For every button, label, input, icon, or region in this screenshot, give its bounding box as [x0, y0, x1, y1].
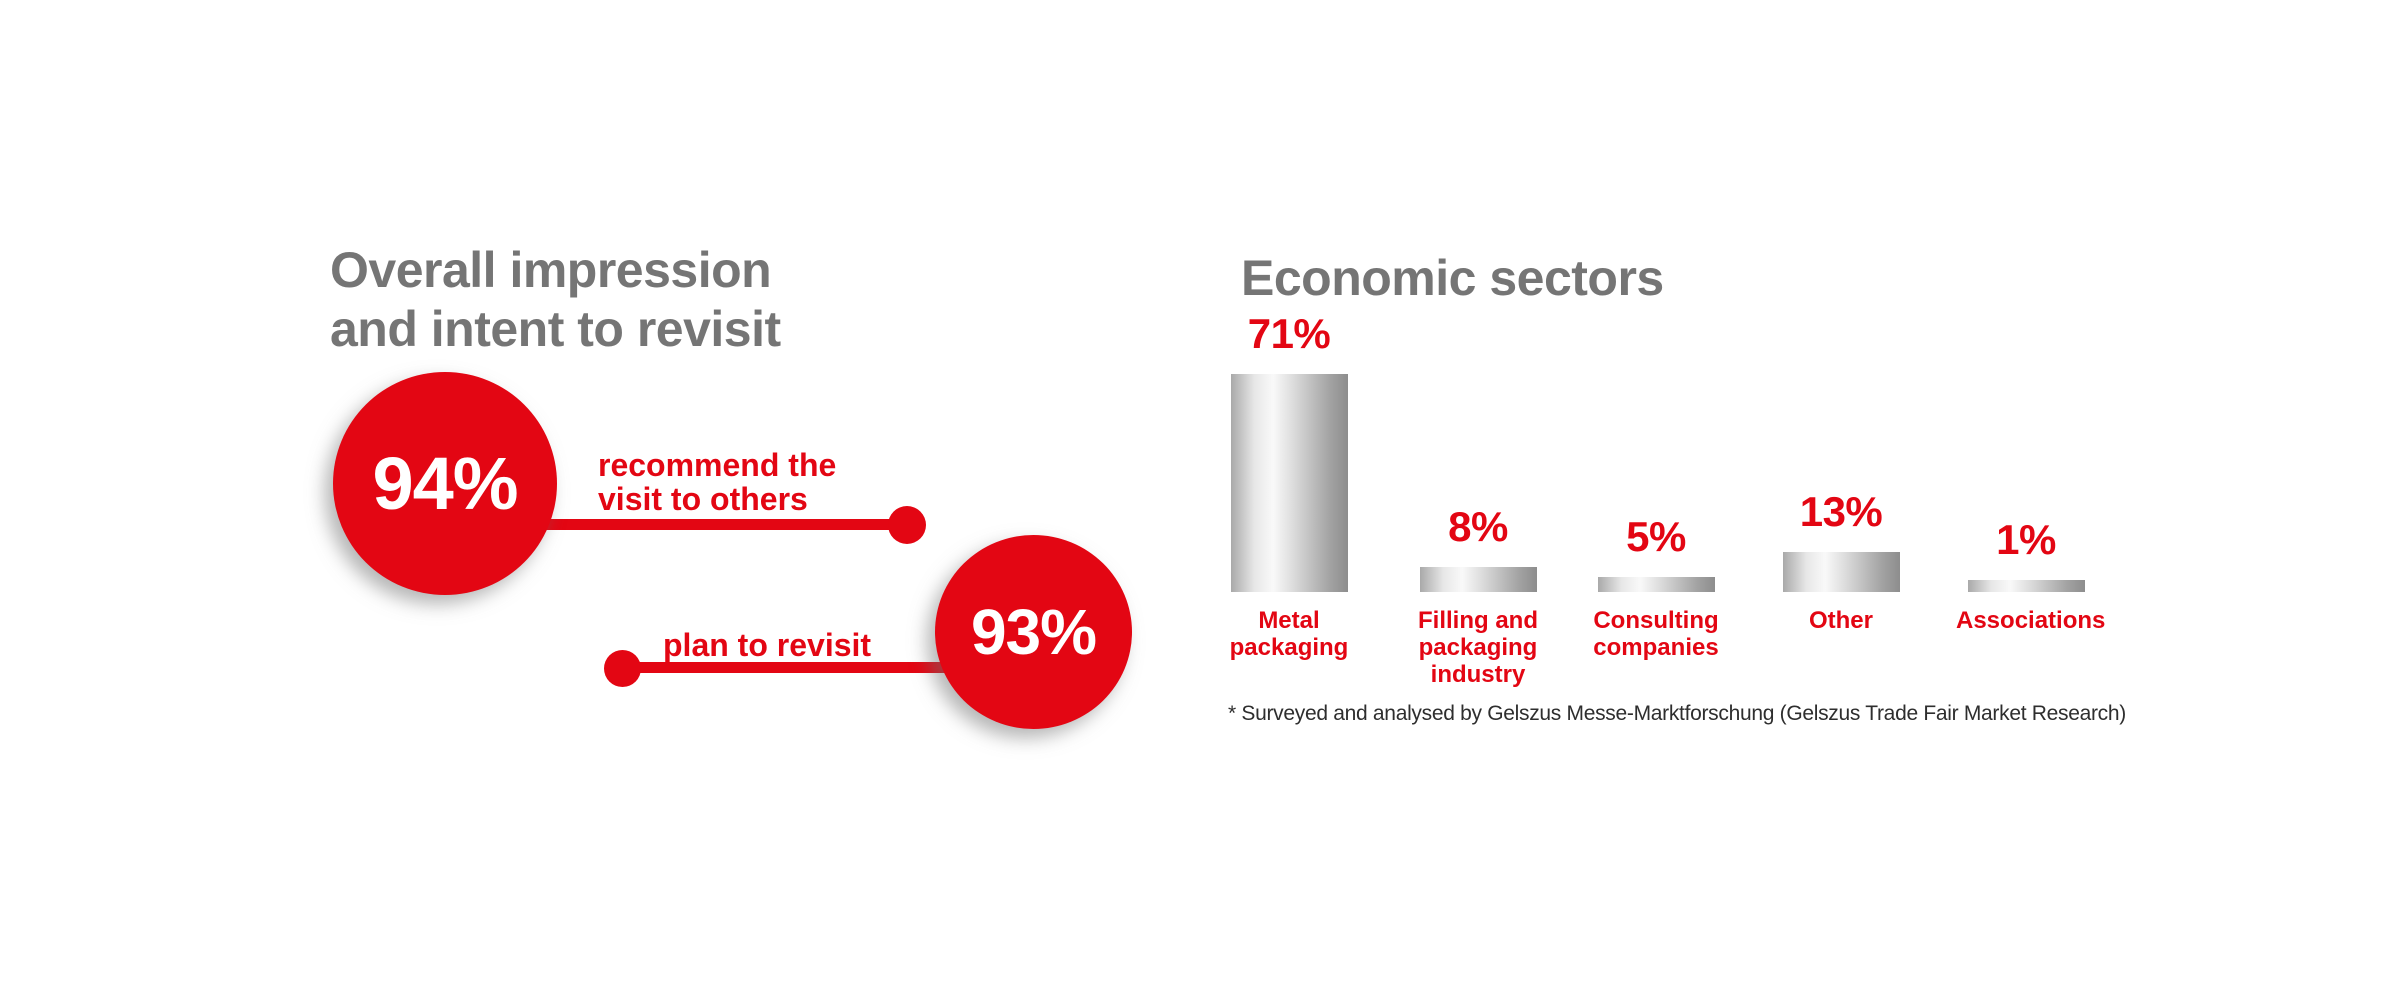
- recommend-connector-line: [545, 519, 907, 530]
- impression-title-line2: and intent to revisit: [330, 300, 781, 357]
- chart-footnote: * Surveyed and analysed by Gelszus Messe…: [1228, 702, 2126, 725]
- recommend-connector-dot: [888, 506, 926, 544]
- impression-title: Overall impression and intent to revisit: [330, 241, 781, 359]
- bar-category-label-filling-and-packaging-industry: Filling and packaging industry: [1418, 607, 1538, 688]
- bar-value-label-associations: 1%: [1996, 516, 2056, 563]
- revisit-stat-value: 93%: [970, 596, 1097, 668]
- bar-category-label-other: Other: [1808, 607, 1873, 634]
- recommend-stat-value: 94%: [372, 442, 518, 525]
- recommend-stat-label: recommend the visit to others: [598, 448, 836, 516]
- sectors-title: Economic sectors: [1241, 249, 1664, 306]
- bar-category-label-metal-packaging: Metal packaging: [1229, 607, 1349, 661]
- bar-associations: [1967, 580, 2085, 592]
- bar-consulting-companies: [1597, 576, 1715, 592]
- bar-value-label-metal-packaging: 71%: [1247, 310, 1331, 358]
- bar-other: [1782, 552, 1900, 592]
- bar-category-label-consulting-companies: Consulting companies: [1593, 607, 1719, 661]
- impression-title-line1: Overall impression: [330, 241, 772, 298]
- bar-value-label-consulting-companies: 5%: [1626, 512, 1686, 560]
- bar-metal-packaging: [1230, 374, 1348, 592]
- recommend-stat-label-line2: visit to others: [598, 481, 808, 517]
- revisit-connector-line: [622, 662, 952, 673]
- recommend-stat-circle: 94%: [333, 372, 557, 595]
- bar-value-label-other: 13%: [1799, 488, 1883, 536]
- bar-value-label-filling-and-packaging-industry: 8%: [1448, 503, 1508, 551]
- revisit-connector-dot: [604, 650, 641, 687]
- revisit-stat-circle: 93%: [935, 535, 1132, 729]
- revisit-stat-label: plan to revisit: [663, 627, 872, 663]
- recommend-stat-label-line1: recommend the: [598, 447, 837, 483]
- bar-filling-and-packaging-industry: [1419, 567, 1537, 592]
- bar-category-label-associations: Associations: [1956, 607, 2106, 634]
